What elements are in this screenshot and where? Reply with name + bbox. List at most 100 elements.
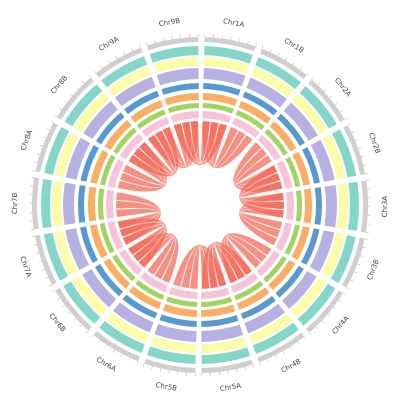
scale-tick <box>36 153 40 155</box>
chromosome-label: Chr1A <box>222 17 245 29</box>
scale-tick <box>360 255 364 257</box>
track-segment <box>248 313 292 344</box>
track-segment <box>128 286 162 310</box>
ideogram <box>34 234 57 285</box>
scale-tick <box>105 345 108 348</box>
track-segment <box>141 117 170 137</box>
scale-tick <box>115 56 118 59</box>
chromosome-label: Chr3A <box>381 196 389 218</box>
chromosome-label: Chr7A <box>18 255 33 278</box>
track-segment <box>297 283 336 326</box>
track-segment <box>309 230 335 273</box>
track-segment <box>275 265 304 298</box>
track-segment <box>101 56 148 88</box>
track-segment <box>106 189 115 219</box>
scale-tick <box>81 80 85 84</box>
scale-tick <box>45 276 49 279</box>
track-segment <box>161 83 199 95</box>
scale-tick <box>32 170 36 172</box>
scale-tick <box>75 87 79 90</box>
scale-tick <box>269 49 272 53</box>
track-segment <box>246 77 287 108</box>
scale-tick <box>86 330 89 334</box>
track-segment <box>331 129 357 178</box>
scale-tick <box>354 271 357 274</box>
scale-tick <box>346 287 350 290</box>
scale-tick <box>247 40 249 44</box>
scale-tick <box>282 351 285 354</box>
scale-tick <box>62 304 66 307</box>
scale-tick <box>100 65 103 69</box>
scale-tick <box>285 57 288 61</box>
scale-tick <box>33 244 37 246</box>
track-segment <box>108 66 152 97</box>
track-segment <box>107 158 125 188</box>
scale-tick <box>362 247 366 249</box>
ideogram <box>343 125 366 176</box>
scale-tick <box>54 115 58 118</box>
track-segment <box>94 264 123 297</box>
track-segment <box>159 314 197 327</box>
scale-tick <box>142 363 145 367</box>
track-segment <box>166 296 198 307</box>
track-segment <box>201 336 247 353</box>
track-segment <box>201 347 251 364</box>
track-segment <box>167 103 199 113</box>
scale-tick <box>46 128 50 131</box>
track-segment <box>54 230 78 276</box>
chromosome-label: Chr2A <box>333 77 353 99</box>
track-segment <box>43 232 69 281</box>
ideogram <box>360 180 368 233</box>
track-segment <box>201 324 244 342</box>
scale-tick <box>334 103 338 106</box>
scale-tick <box>159 368 162 372</box>
track-segment <box>200 287 230 299</box>
track-segment <box>201 304 236 317</box>
track-segment <box>201 297 233 307</box>
scale-tick <box>107 60 111 64</box>
chromosome-label: Chr8A <box>19 129 34 152</box>
scale-tick <box>329 96 333 99</box>
ideogram <box>342 237 365 288</box>
track-segment <box>112 254 136 282</box>
track-segment <box>251 67 294 98</box>
scale-tick <box>151 366 153 370</box>
track-segment <box>299 86 337 129</box>
track-segment <box>234 281 264 301</box>
scale-tick <box>162 37 164 42</box>
track-segment <box>201 315 239 327</box>
track-segment <box>302 146 320 184</box>
scale-tick <box>289 346 293 350</box>
ideogram <box>201 359 254 373</box>
scale-tick <box>338 300 341 303</box>
scale-tick <box>59 107 62 110</box>
track-segment <box>149 46 199 63</box>
track-segment <box>295 190 303 222</box>
scale-tick <box>317 82 321 86</box>
track-segment <box>147 346 196 364</box>
track-segment <box>72 275 108 316</box>
scale-tick <box>252 364 255 368</box>
track-segment <box>256 250 281 277</box>
scale-tick <box>327 313 331 317</box>
track-segment <box>301 228 320 265</box>
track-segment <box>303 188 313 224</box>
scale-tick <box>304 336 307 340</box>
track-segment <box>113 302 154 333</box>
scale-tick <box>315 326 319 330</box>
scale-tick <box>49 284 53 287</box>
track-segment <box>268 260 296 291</box>
track-segment <box>99 222 115 254</box>
scale-tick <box>98 340 101 343</box>
scale-tick <box>292 62 295 65</box>
scale-tick <box>39 144 43 147</box>
ideogram <box>308 79 345 123</box>
chromosome-label: Chr9A <box>98 35 121 53</box>
chromosome-label: Chr5B <box>155 381 178 393</box>
track-segment <box>291 226 310 260</box>
chromosome-label: Chr9B <box>158 17 181 28</box>
track-segment <box>73 92 110 133</box>
chromosome-label: Chr6B <box>47 312 67 334</box>
scale-tick <box>112 349 115 353</box>
track-segment <box>314 187 322 225</box>
